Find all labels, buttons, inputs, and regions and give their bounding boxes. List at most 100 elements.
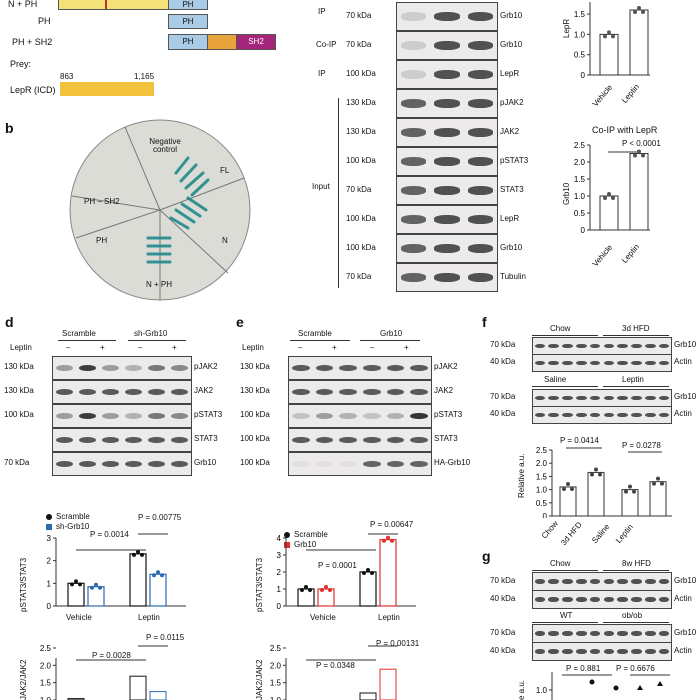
band <box>101 388 120 396</box>
protein-label: Actin <box>674 409 692 418</box>
band <box>658 395 670 401</box>
mw-label: 100 kDa <box>346 213 376 223</box>
mw-label: 70 kDa <box>490 627 516 637</box>
data-point <box>594 467 598 472</box>
y-tick-label: 1.0 <box>536 486 548 495</box>
band <box>548 343 559 349</box>
band <box>55 460 74 468</box>
band <box>401 244 427 253</box>
data-point <box>633 153 637 158</box>
protein-label: HA-Grb10 <box>434 458 471 467</box>
band <box>386 436 405 444</box>
band <box>410 412 429 420</box>
group-label: sh-Grb10 <box>134 329 168 338</box>
mw-label: 70 kDa <box>4 458 30 467</box>
mw-label: 130 kDa <box>240 386 270 395</box>
band <box>576 343 587 349</box>
protein-label: Grb10 <box>674 627 697 637</box>
band <box>576 630 587 637</box>
mw-label: 40 kDa <box>490 645 516 655</box>
y-axis-label: Relative a.u. <box>517 453 526 498</box>
band <box>410 388 429 396</box>
y-tick-label: 3 <box>277 551 282 560</box>
band <box>645 630 656 637</box>
blot-row <box>532 337 672 355</box>
band <box>617 343 628 349</box>
band <box>589 630 601 637</box>
sector-label: FL <box>220 166 230 175</box>
band <box>548 395 559 401</box>
band <box>562 360 573 366</box>
y-tick-label: 0.5 <box>574 51 586 60</box>
band <box>170 412 189 420</box>
legend-label: Scramble <box>56 512 90 521</box>
blot-row <box>396 205 498 234</box>
band <box>362 388 381 396</box>
sign: – <box>298 343 303 352</box>
data-point <box>637 685 643 690</box>
prey-label: Prey: <box>10 59 32 69</box>
side-label: Co-IP <box>316 40 337 49</box>
data-point <box>90 585 94 590</box>
band <box>548 596 559 603</box>
band <box>562 630 573 637</box>
band <box>562 343 573 349</box>
band <box>576 596 587 603</box>
construct-label: PH <box>38 16 51 26</box>
band <box>434 12 460 21</box>
band <box>631 343 642 349</box>
group-label: 3d HFD <box>622 324 650 333</box>
band <box>434 273 460 282</box>
y-tick-label: 1.0 <box>40 696 52 700</box>
protein-label: Grb10 <box>674 392 697 401</box>
y-tick-label: 3 <box>47 534 52 543</box>
y-tick-label: 2.0 <box>536 459 548 468</box>
blot-row <box>532 572 672 591</box>
y-tick-label: 0.5 <box>536 499 548 508</box>
band <box>562 412 573 418</box>
y-tick-label: 1.5 <box>270 679 282 688</box>
y-tick-label: 4 <box>277 534 282 543</box>
x-tick-label: 3d HFD <box>559 520 584 548</box>
blot-row <box>288 380 432 404</box>
band <box>386 388 405 396</box>
y-tick-label: 2.0 <box>574 158 586 167</box>
data-point <box>633 10 637 14</box>
sign: + <box>404 343 409 352</box>
data-point <box>603 34 607 39</box>
band <box>589 343 601 349</box>
y-tick-label: 1.5 <box>574 10 586 19</box>
band <box>548 630 559 637</box>
band <box>291 388 310 396</box>
construct-label: PH + SH2 <box>12 37 53 47</box>
protein-label: pSTAT3 <box>194 410 223 419</box>
band <box>124 436 143 444</box>
band <box>55 364 74 372</box>
y-axis-label: JAK2/JAK2 <box>255 659 264 700</box>
sign: – <box>370 343 375 352</box>
data-point <box>382 538 386 543</box>
protein-label: pSTAT3 <box>500 155 529 165</box>
x-tick-label: Vehicle <box>590 242 615 269</box>
sector-label: N <box>222 236 228 245</box>
y-tick-label: 1.0 <box>574 192 586 201</box>
y-tick-label: 1 <box>277 585 282 594</box>
band <box>576 412 587 418</box>
band <box>362 436 381 444</box>
band <box>534 412 546 418</box>
data-point <box>657 681 663 686</box>
band <box>410 460 429 468</box>
mw-label: 130 kDa <box>346 126 376 136</box>
p-value: P = 0.0414 <box>560 436 599 445</box>
ph-domain: PH <box>168 34 208 50</box>
y-tick-label: 0 <box>581 226 586 235</box>
band <box>534 343 546 349</box>
band <box>401 128 427 137</box>
band <box>291 412 310 420</box>
protein-label: pSTAT3 <box>434 410 463 419</box>
y-tick-label: 0 <box>47 602 52 611</box>
bar <box>129 675 147 700</box>
construct-marker <box>105 0 107 9</box>
p-value: P = 0.0001 <box>318 561 357 570</box>
band <box>55 412 74 420</box>
